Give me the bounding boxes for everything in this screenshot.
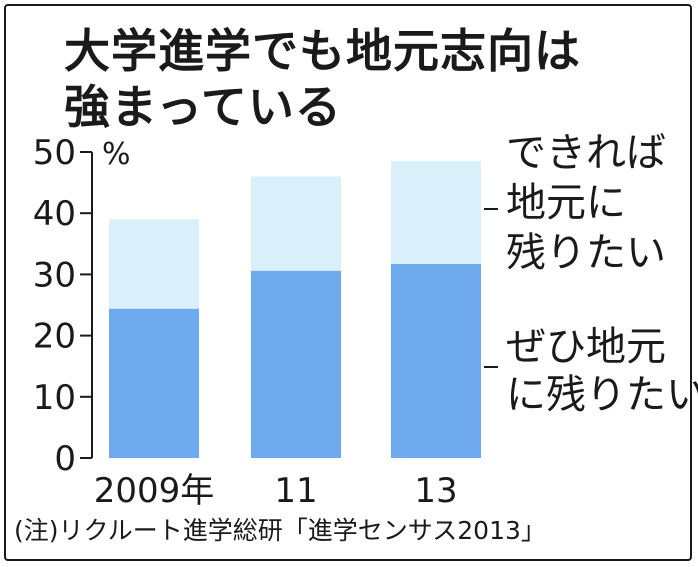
bar-segment-zehi [391,263,481,458]
series-label-dekireba: できれば [506,130,666,176]
y-unit-label: % [102,137,131,172]
y-tick-label: 50 [33,133,76,173]
bar-segment-zehi [109,308,199,458]
y-tick-label: 0 [54,439,76,479]
bar-segment-dekireba [251,176,341,271]
series-label-zehi: ぜひ地元 [506,324,666,370]
series-label-dekireba: 残りたい [506,230,666,276]
bar-segment-dekireba [109,219,199,309]
chart-title-line-1: 大学進学でも地元志向は [64,24,581,78]
chart-title-line-2: 強まっている [64,80,342,134]
x-tick-label: 2009年 [94,471,215,511]
y-tick-label: 30 [33,255,76,295]
source-note: (注)リクルート進学総研「進学センサス2013」 [14,516,546,545]
series-label-zehi: に残りたい [506,372,698,418]
bar-segment-dekireba [391,161,481,264]
series-label-dekireba: 地元に [506,180,626,226]
y-tick-label: 40 [33,194,76,234]
x-tick-label: 11 [274,471,317,511]
y-tick-label: 10 [33,378,76,418]
y-tick-label: 20 [33,317,76,357]
x-tick-label: 13 [414,471,457,511]
bar-segment-zehi [251,270,341,458]
